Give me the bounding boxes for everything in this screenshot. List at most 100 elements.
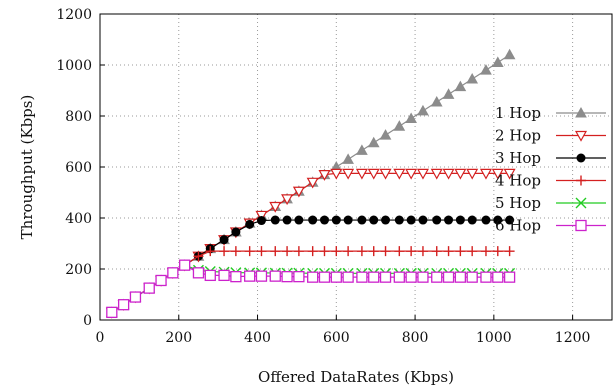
data-point bbox=[503, 48, 516, 60]
data-point bbox=[106, 306, 118, 319]
x-axis-label: Offered DataRates (Kbps) bbox=[258, 368, 454, 386]
legend-item: 5 Hop bbox=[495, 194, 606, 212]
data-point bbox=[369, 215, 379, 225]
data-point bbox=[117, 299, 130, 311]
data-point bbox=[466, 72, 479, 84]
x-tick-label: 600 bbox=[323, 330, 350, 346]
data-point bbox=[368, 271, 380, 283]
axis-ticks: 0 200 400 600 800 1000 1200 0 200 400 600 800 1000 12… bbox=[56, 7, 590, 346]
data-point bbox=[292, 186, 305, 198]
data-point bbox=[406, 215, 416, 225]
data-point bbox=[467, 246, 478, 257]
data-point bbox=[143, 282, 155, 294]
data-point bbox=[269, 270, 281, 282]
data-point bbox=[219, 246, 230, 257]
y-tick-label: 1000 bbox=[56, 58, 92, 74]
data-point bbox=[454, 80, 467, 92]
y-tick-label: 0 bbox=[83, 313, 92, 329]
data-point bbox=[393, 271, 405, 283]
data-point bbox=[442, 88, 455, 99]
data-point bbox=[444, 215, 454, 225]
data-point bbox=[466, 168, 479, 180]
legend-label: 4 Hop bbox=[495, 172, 541, 190]
data-point bbox=[431, 271, 443, 283]
data-point bbox=[503, 168, 516, 180]
data-point bbox=[442, 168, 455, 180]
data-point bbox=[417, 104, 429, 116]
data-point bbox=[282, 215, 292, 225]
data-point bbox=[505, 215, 515, 225]
data-point bbox=[405, 112, 417, 124]
data-point bbox=[306, 177, 319, 189]
data-point bbox=[431, 246, 442, 257]
data-point bbox=[368, 246, 379, 257]
data-point bbox=[230, 246, 241, 257]
data-point bbox=[331, 246, 342, 257]
data-point bbox=[356, 144, 368, 155]
data-point bbox=[218, 269, 230, 282]
data-point bbox=[269, 201, 282, 213]
legend: 1 Hop 2 Hop 3 Hop 4 Hop 5 Hop 6 Hop bbox=[495, 104, 606, 235]
data-point bbox=[574, 130, 588, 142]
data-point bbox=[256, 216, 266, 226]
data-point bbox=[455, 215, 465, 225]
data-point bbox=[379, 271, 392, 283]
data-point bbox=[318, 170, 331, 181]
data-point bbox=[481, 215, 491, 225]
data-point bbox=[380, 246, 391, 257]
data-point bbox=[417, 246, 428, 257]
data-point bbox=[219, 235, 229, 245]
data-point bbox=[294, 215, 304, 225]
series-3-hop bbox=[107, 215, 515, 317]
data-point bbox=[394, 215, 404, 225]
data-point bbox=[405, 168, 418, 180]
data-point bbox=[342, 153, 354, 164]
data-point bbox=[466, 271, 478, 283]
data-point bbox=[342, 271, 354, 283]
data-point bbox=[418, 215, 428, 225]
data-point bbox=[491, 168, 504, 180]
y-axis-label: Throughput (Kbps) bbox=[18, 95, 36, 240]
data-point bbox=[367, 168, 380, 180]
data-point bbox=[393, 120, 406, 131]
data-point bbox=[256, 246, 267, 257]
legend-item: 1 Hop bbox=[495, 104, 606, 122]
data-point bbox=[417, 271, 429, 283]
series-line bbox=[111, 219, 510, 313]
data-point bbox=[281, 270, 293, 283]
data-point bbox=[491, 56, 504, 67]
data-point bbox=[492, 271, 504, 283]
legend-label: 5 Hop bbox=[495, 194, 541, 212]
x-tick-label: 200 bbox=[165, 330, 192, 346]
series-layer bbox=[105, 48, 516, 319]
data-point bbox=[379, 168, 392, 180]
data-point bbox=[430, 168, 443, 180]
data-point bbox=[504, 246, 515, 257]
data-point bbox=[576, 153, 586, 163]
data-point bbox=[480, 271, 492, 283]
data-point bbox=[330, 168, 343, 180]
legend-item: 6 Hop bbox=[495, 217, 606, 235]
series-6-hop bbox=[106, 259, 516, 319]
data-point bbox=[575, 219, 587, 232]
data-point bbox=[379, 129, 392, 140]
data-point bbox=[356, 271, 368, 283]
data-point bbox=[293, 246, 304, 257]
legend-label: 6 Hop bbox=[495, 217, 541, 235]
data-point bbox=[331, 215, 341, 225]
data-point bbox=[405, 271, 417, 283]
data-point bbox=[193, 251, 204, 262]
data-point bbox=[575, 197, 587, 209]
data-point bbox=[356, 246, 367, 257]
data-point bbox=[230, 270, 242, 283]
y-tick-label: 200 bbox=[65, 262, 92, 278]
legend-label: 2 Hop bbox=[495, 127, 541, 145]
x-tick-label: 1200 bbox=[555, 330, 591, 346]
data-point bbox=[307, 271, 319, 283]
data-point bbox=[367, 136, 380, 148]
data-point bbox=[443, 246, 454, 257]
data-point bbox=[575, 106, 587, 118]
legend-label: 1 Hop bbox=[495, 104, 541, 122]
legend-label: 3 Hop bbox=[495, 149, 541, 167]
